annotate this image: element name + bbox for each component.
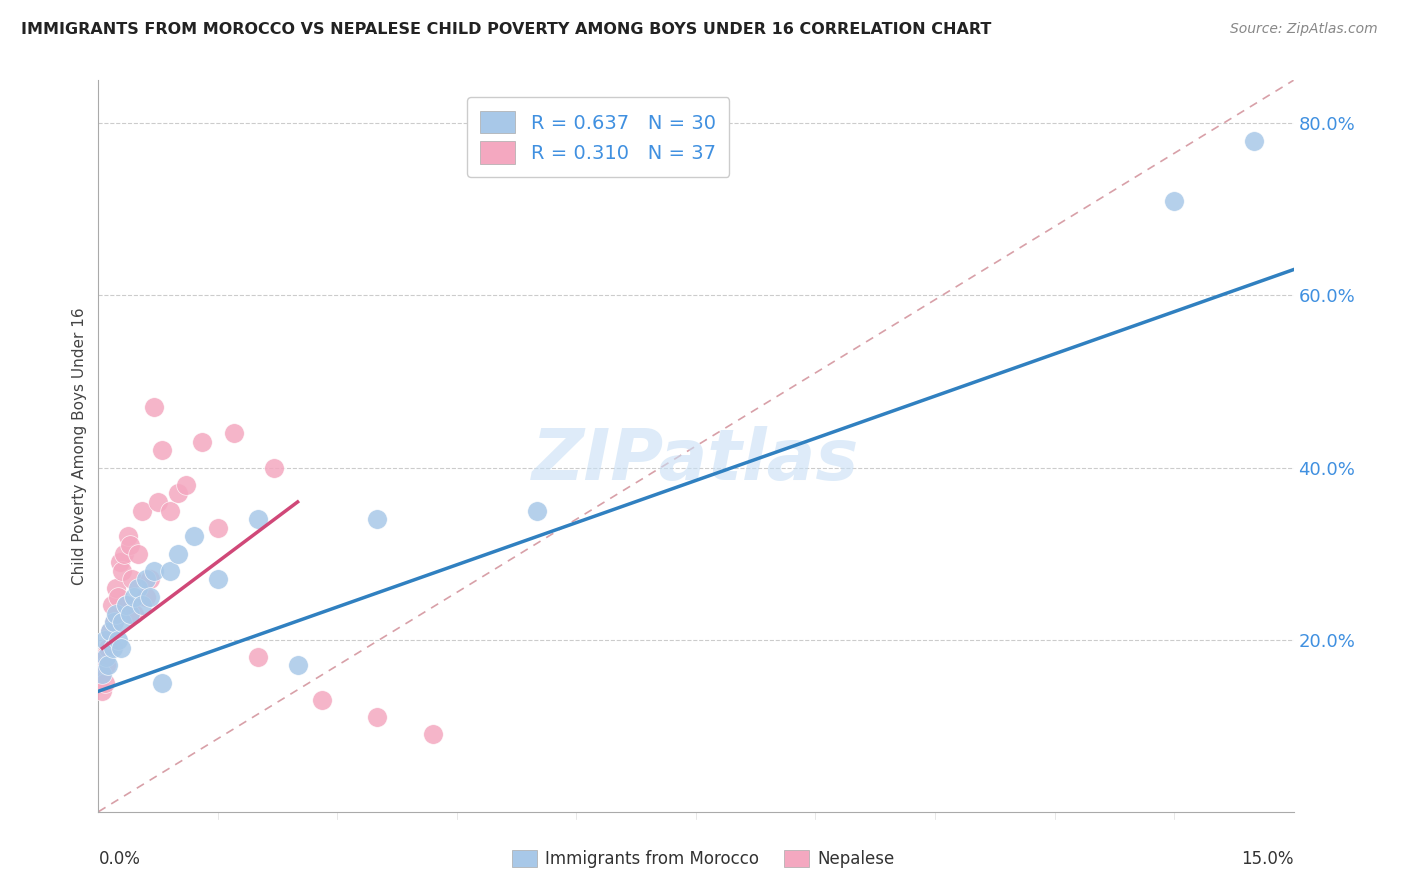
Point: [422, 727, 444, 741]
Point: [115, 598, 138, 612]
Point: [366, 710, 388, 724]
Point: [159, 564, 181, 578]
Text: 15.0%: 15.0%: [1241, 850, 1294, 869]
Point: [112, 547, 135, 561]
Point: [124, 590, 146, 604]
Point: [101, 641, 124, 656]
Point: [135, 573, 157, 587]
Point: [104, 581, 127, 595]
Text: IMMIGRANTS FROM MOROCCO VS NEPALESE CHILD POVERTY AMONG BOYS UNDER 16 CORRELATIO: IMMIGRANTS FROM MOROCCO VS NEPALESE CHIL…: [21, 22, 991, 37]
Point: [246, 649, 269, 664]
Point: [108, 555, 131, 569]
Point: [246, 512, 269, 526]
Point: [159, 503, 181, 517]
Y-axis label: Child Poverty Among Boys Under 16: Child Poverty Among Boys Under 16: [72, 307, 87, 585]
Text: ZIPatlas: ZIPatlas: [533, 426, 859, 495]
Point: [207, 573, 229, 587]
Point: [90, 667, 112, 681]
Point: [121, 573, 143, 587]
Point: [107, 590, 129, 604]
Point: [94, 675, 117, 690]
Point: [117, 529, 139, 543]
Point: [191, 434, 214, 449]
Point: [98, 624, 122, 638]
Point: [167, 486, 190, 500]
Point: [167, 547, 190, 561]
Point: [207, 521, 229, 535]
Point: [115, 598, 138, 612]
Point: [94, 632, 117, 647]
Point: [96, 649, 118, 664]
Point: [135, 590, 157, 604]
Point: [263, 460, 285, 475]
Point: [104, 607, 127, 621]
Point: [1163, 194, 1185, 208]
Point: [127, 547, 149, 561]
Point: [93, 649, 115, 664]
Point: [97, 658, 120, 673]
Text: Source: ZipAtlas.com: Source: ZipAtlas.com: [1230, 22, 1378, 37]
Point: [91, 684, 114, 698]
Point: [526, 503, 548, 517]
Point: [148, 495, 170, 509]
Text: 0.0%: 0.0%: [98, 850, 141, 869]
Point: [287, 658, 309, 673]
Legend: Immigrants from Morocco, Nepalese: Immigrants from Morocco, Nepalese: [505, 843, 901, 875]
Point: [101, 598, 124, 612]
Point: [143, 564, 166, 578]
Point: [103, 615, 125, 630]
Point: [311, 693, 333, 707]
Point: [120, 607, 142, 621]
Point: [131, 598, 153, 612]
Point: [107, 632, 129, 647]
Point: [91, 667, 114, 681]
Point: [98, 624, 122, 638]
Point: [131, 503, 153, 517]
Point: [139, 573, 162, 587]
Point: [143, 401, 166, 415]
Point: [124, 607, 146, 621]
Point: [97, 641, 120, 656]
Point: [110, 641, 132, 656]
Point: [1243, 134, 1265, 148]
Point: [183, 529, 205, 543]
Point: [139, 590, 162, 604]
Point: [96, 658, 118, 673]
Point: [174, 477, 197, 491]
Point: [120, 538, 142, 552]
Point: [111, 564, 134, 578]
Point: [222, 426, 245, 441]
Legend: R = 0.637   N = 30, R = 0.310   N = 37: R = 0.637 N = 30, R = 0.310 N = 37: [467, 97, 730, 178]
Point: [103, 615, 125, 630]
Point: [366, 512, 388, 526]
Point: [150, 675, 173, 690]
Point: [150, 443, 173, 458]
Point: [111, 615, 134, 630]
Point: [127, 581, 149, 595]
